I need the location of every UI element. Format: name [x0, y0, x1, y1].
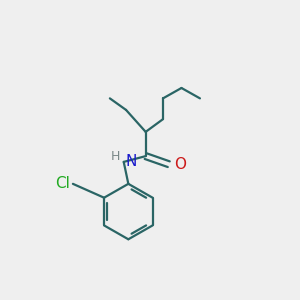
Text: O: O: [175, 157, 187, 172]
Text: N: N: [126, 154, 137, 169]
Text: H: H: [110, 150, 120, 163]
Text: Cl: Cl: [55, 176, 70, 191]
